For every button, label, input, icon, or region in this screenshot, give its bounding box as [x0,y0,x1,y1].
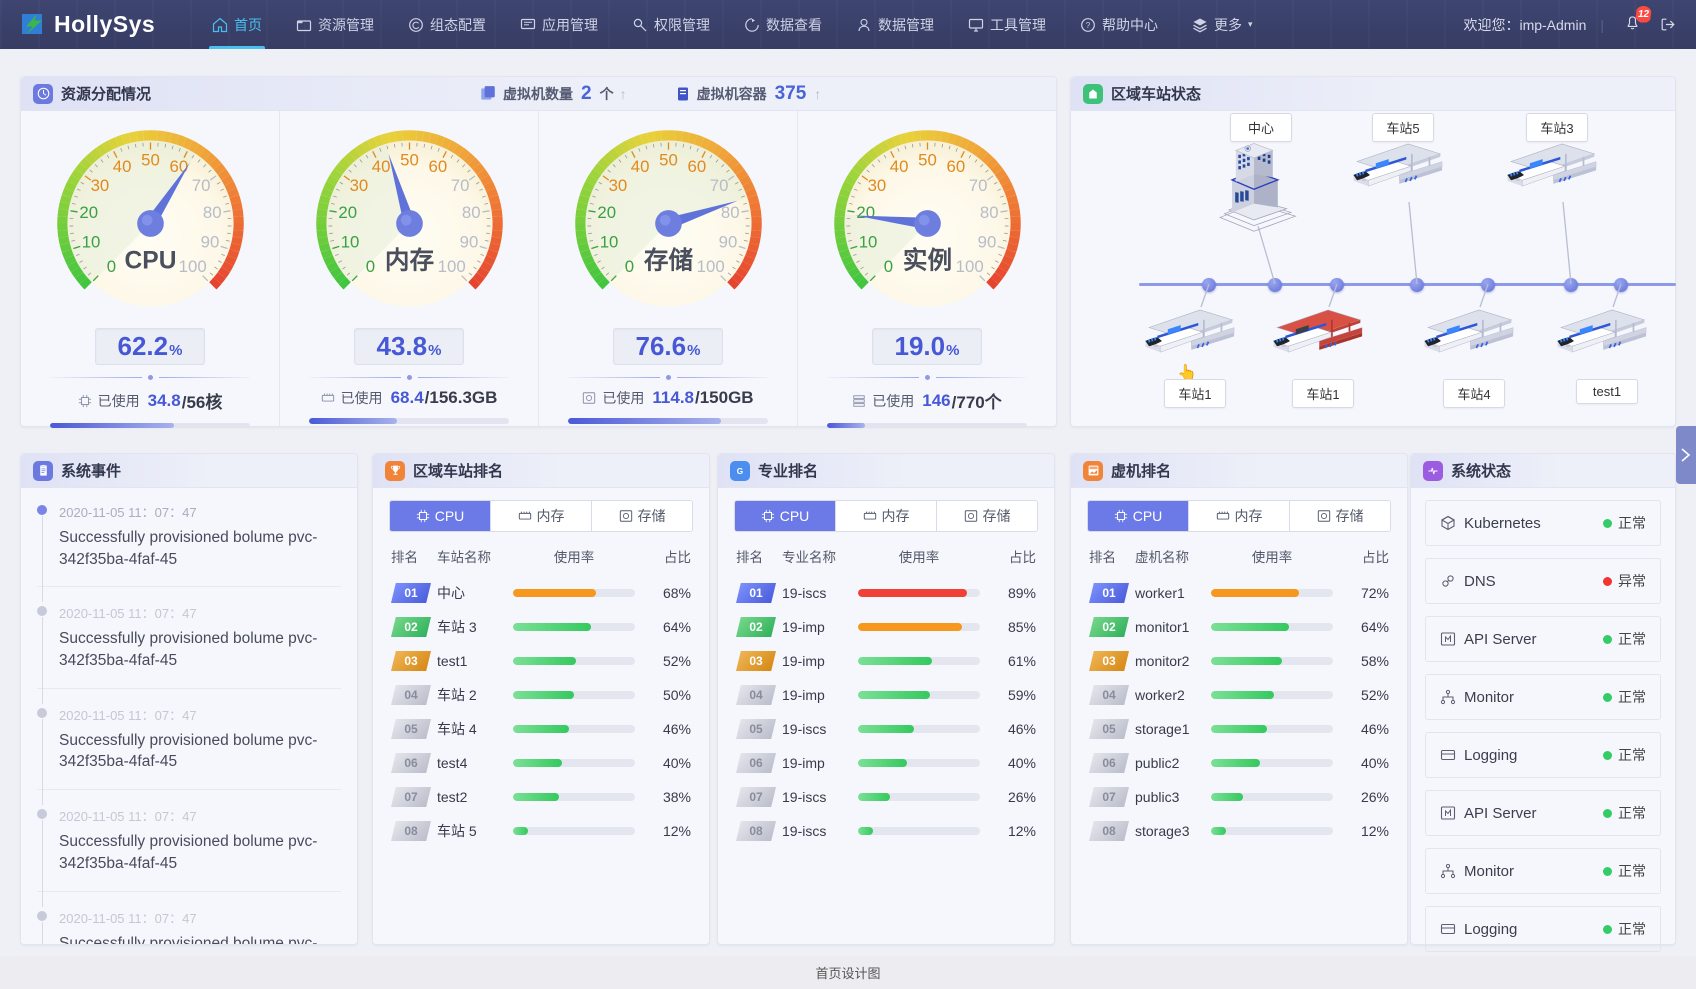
svg-text:90: 90 [200,232,219,251]
svg-text:100: 100 [437,257,465,276]
svg-text:60: 60 [169,157,188,176]
svg-text:内存: 内存 [384,247,433,275]
svg-text:10: 10 [81,232,100,251]
svg-text:30: 30 [90,176,109,195]
svg-text:0: 0 [365,257,374,276]
svg-text:90: 90 [718,232,737,251]
svg-text:存储: 存储 [643,246,693,275]
svg-text:0: 0 [624,257,633,276]
svg-text:70: 70 [968,176,987,195]
svg-text:40: 40 [889,157,908,176]
svg-text:?: ? [1086,21,1091,30]
svg-text:0: 0 [883,257,892,276]
svg-text:20: 20 [338,203,357,222]
svg-text:40: 40 [112,157,131,176]
svg-text:100: 100 [178,257,206,276]
svg-text:80: 80 [461,203,480,222]
svg-text:70: 70 [709,176,728,195]
svg-text:80: 80 [202,203,221,222]
svg-text:10: 10 [599,232,618,251]
svg-text:20: 20 [597,203,616,222]
svg-text:50: 50 [918,150,937,169]
svg-text:20: 20 [856,203,875,222]
svg-text:实例: 实例 [902,246,951,275]
svg-text:80: 80 [979,203,998,222]
svg-text:70: 70 [450,176,469,195]
svg-text:10: 10 [858,232,877,251]
svg-text:20: 20 [79,203,98,222]
svg-text:0: 0 [106,257,115,276]
svg-text:CPU: CPU [124,248,176,275]
svg-text:60: 60 [946,157,965,176]
svg-text:30: 30 [867,176,886,195]
svg-text:10: 10 [340,232,359,251]
svg-text:70: 70 [191,176,210,195]
svg-text:40: 40 [630,157,649,176]
svg-text:50: 50 [659,150,678,169]
svg-text:50: 50 [400,150,419,169]
svg-text:40: 40 [371,157,390,176]
svg-text:60: 60 [687,157,706,176]
svg-text:30: 30 [349,176,368,195]
svg-text:G: G [737,467,743,476]
svg-text:60: 60 [428,157,447,176]
svg-text:30: 30 [608,176,627,195]
svg-text:100: 100 [955,257,983,276]
svg-text:50: 50 [141,150,160,169]
svg-text:100: 100 [696,257,724,276]
svg-text:90: 90 [977,232,996,251]
svg-text:90: 90 [459,232,478,251]
